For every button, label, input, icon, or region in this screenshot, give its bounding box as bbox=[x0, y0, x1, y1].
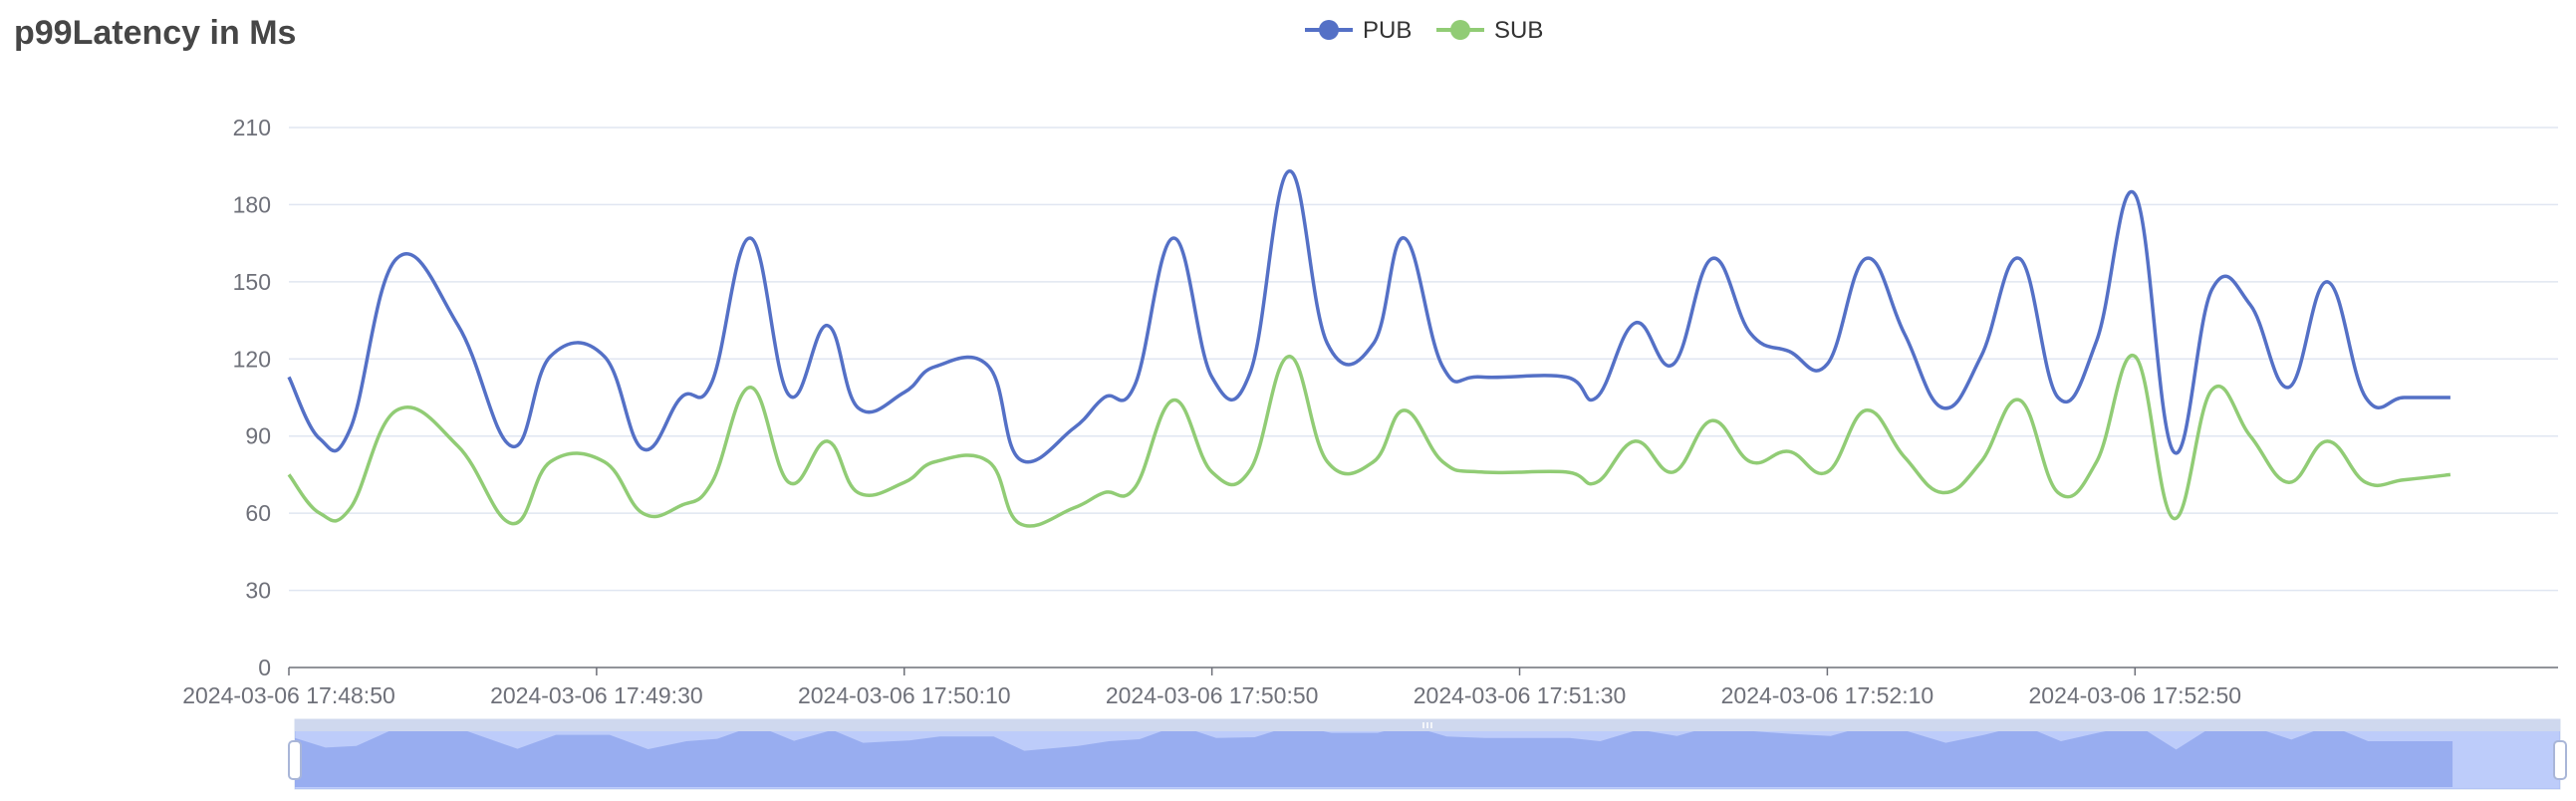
x-tick-label: 2024-03-06 17:49:30 bbox=[490, 682, 703, 708]
zoom-handle-left[interactable] bbox=[288, 740, 302, 780]
series-line-pub bbox=[287, 169, 2450, 464]
x-tick-label: 2024-03-06 17:50:50 bbox=[1106, 682, 1319, 708]
y-tick-label: 150 bbox=[233, 269, 271, 295]
x-tick-label: 2024-03-06 17:52:10 bbox=[1721, 682, 1934, 708]
legend-circle-icon bbox=[1450, 20, 1470, 40]
y-tick-label: 0 bbox=[258, 655, 271, 680]
y-tick-label: 210 bbox=[233, 115, 271, 140]
y-tick-label: 30 bbox=[245, 578, 271, 604]
y-tick-label: 120 bbox=[233, 346, 271, 372]
data-zoom-slider[interactable] bbox=[288, 718, 2567, 790]
legend-label: PUB bbox=[1363, 17, 1412, 44]
x-tick-label: 2024-03-06 17:51:30 bbox=[1414, 682, 1627, 708]
axis-layer: 0 30 60 90 120 150 180 210 2024-03-06 17:48:50 20… bbox=[182, 115, 2558, 708]
legend-circle-icon bbox=[1319, 20, 1339, 40]
y-tick-label: 60 bbox=[245, 500, 271, 526]
x-tick-label: 2024-03-06 17:48:50 bbox=[182, 682, 395, 708]
legend-item-pub[interactable]: PUB bbox=[1305, 17, 1412, 44]
zoom-selected-range[interactable] bbox=[295, 731, 2560, 789]
zoom-handle-right[interactable] bbox=[2553, 740, 2567, 780]
grid-layer bbox=[289, 127, 2558, 592]
y-tick-label: 180 bbox=[233, 191, 271, 217]
legend[interactable]: PUB SUB bbox=[1305, 17, 1543, 44]
x-tick-label: 2024-03-06 17:50:10 bbox=[798, 682, 1011, 708]
legend-label: SUB bbox=[1494, 17, 1543, 44]
series-layer bbox=[287, 169, 2451, 528]
y-tick-label: 90 bbox=[245, 423, 271, 449]
x-tick-label: 2024-03-06 17:52:50 bbox=[2028, 682, 2241, 708]
chart-title: p99Latency in Ms bbox=[14, 14, 297, 52]
series-line-sub bbox=[287, 354, 2451, 528]
legend-item-sub[interactable]: SUB bbox=[1436, 17, 1543, 44]
